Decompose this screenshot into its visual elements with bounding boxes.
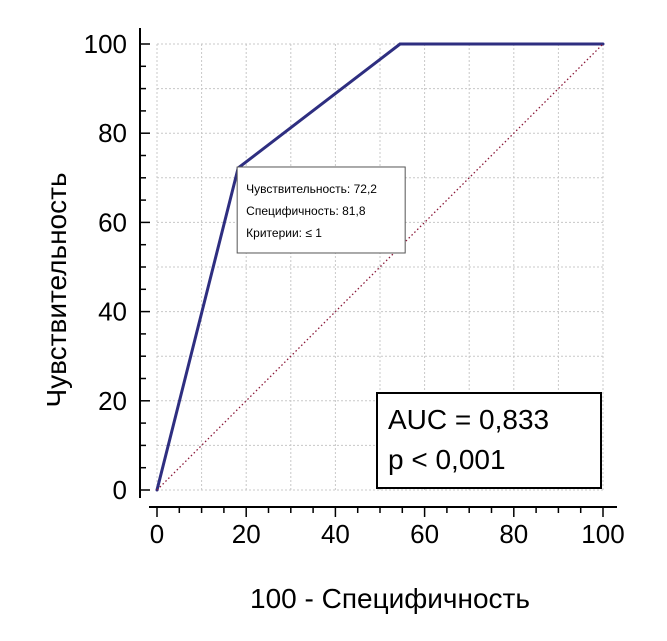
- y-tick-label: 40: [98, 297, 127, 327]
- x-tick-label: 40: [321, 519, 350, 549]
- tooltip-line: Специфичность: 81,8: [246, 204, 366, 218]
- reference-diagonal-line: [156, 43, 604, 491]
- y-axis-label: Чувствительность: [41, 172, 72, 407]
- y-tick-label: 100: [84, 29, 127, 59]
- p-value: p < 0,001: [388, 444, 506, 475]
- tooltip-line: Чувствительность: 72,2: [246, 182, 377, 196]
- tooltip-line: Критерии: ≤ 1: [246, 226, 322, 240]
- y-tick-label: 60: [98, 207, 127, 237]
- y-tick-label: 80: [98, 118, 127, 148]
- point-tooltip: Чувствительность: 72,2 Специфичность: 81,…: [236, 166, 406, 254]
- stats-box-frame: [376, 392, 602, 489]
- x-tick-label: 100: [581, 519, 624, 549]
- stats-box: AUC = 0,833 p < 0,001: [376, 392, 602, 489]
- y-tick-label: 0: [113, 475, 127, 505]
- series: [155, 42, 605, 492]
- x-axis-label: 100 - Специфичность: [250, 583, 530, 614]
- roc-curve-point: [398, 42, 402, 46]
- x-tick-label: 80: [499, 519, 528, 549]
- auc-value: AUC = 0,833: [388, 404, 549, 435]
- y-tick-label: 20: [98, 386, 127, 416]
- axes: 0 20 40 60 80 100 0 20 40 60 80 100: [84, 28, 625, 549]
- x-tick-label: 60: [410, 519, 439, 549]
- x-tick-label: 20: [232, 519, 261, 549]
- roc-curve-line: [155, 42, 603, 491]
- tooltip-box: [236, 166, 406, 254]
- x-tick-label: 0: [150, 519, 164, 549]
- roc-curve-point: [601, 42, 605, 46]
